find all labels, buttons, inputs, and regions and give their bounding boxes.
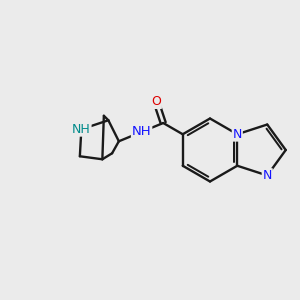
Text: NH: NH	[132, 125, 152, 138]
Text: O: O	[151, 95, 161, 108]
Text: N: N	[232, 128, 242, 141]
Text: NH: NH	[72, 123, 91, 136]
Text: N: N	[262, 169, 272, 182]
